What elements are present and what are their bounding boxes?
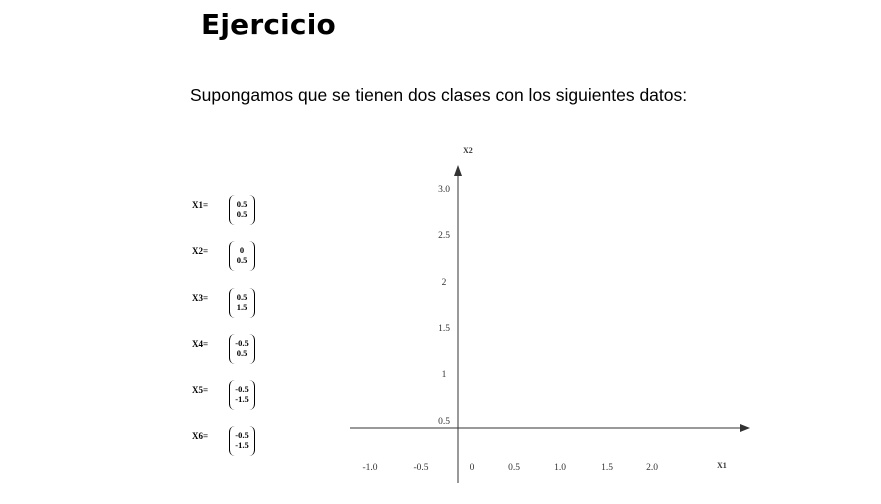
y-tick-label: 3.0 xyxy=(438,185,450,195)
vector-x4: X4= -0.5 0.5 xyxy=(0,334,270,373)
vector-value-bottom: 0.5 xyxy=(236,348,248,358)
y-axis-title: X2 xyxy=(463,146,473,155)
x-tick-label: -1.0 xyxy=(362,463,377,473)
x-tick-label: -0.5 xyxy=(413,463,428,473)
vector-value-bottom: -1.5 xyxy=(235,394,249,404)
slide-subtitle: Supongamos que se tienen dos clases con … xyxy=(190,85,688,105)
vector-value-top: -0.5 xyxy=(235,384,249,394)
vector-value-top: 0 xyxy=(239,245,245,255)
column-vector: 0 0.5 xyxy=(229,241,255,271)
vector-x1: X1= 0.5 0.5 xyxy=(0,195,270,234)
x-tick-label: 1.0 xyxy=(554,463,566,473)
tick-labels: -1.0 -0.5 0 0.5 1.0 1.5 2.0 3.0 2.5 2 1.5 1 0.5 xyxy=(362,185,658,473)
vector-label: X3= xyxy=(192,293,209,303)
axes xyxy=(350,165,750,483)
column-vector: 0.5 1.5 xyxy=(229,288,255,318)
vector-value-bottom: 0.5 xyxy=(236,209,248,219)
axis-titles: X2 X1 xyxy=(463,146,727,470)
vector-value-bottom: 1.5 xyxy=(236,302,248,312)
vector-value-top: -0.5 xyxy=(235,338,249,348)
x-axis-arrow xyxy=(740,424,750,432)
vector-label: X5= xyxy=(192,385,209,395)
slide-title: Ejercicio xyxy=(201,8,336,41)
x-tick-label: 0 xyxy=(470,463,475,473)
vector-value-bottom: 0.5 xyxy=(236,255,248,265)
vector-value-top: -0.5 xyxy=(235,430,249,440)
vector-label: X4= xyxy=(192,339,209,349)
vector-value-top: 0.5 xyxy=(236,199,248,209)
column-vector: -0.5 -1.5 xyxy=(229,380,255,410)
vector-x3: X3= 0.5 1.5 xyxy=(0,288,270,327)
y-axis-arrow xyxy=(454,165,462,176)
vector-label: X6= xyxy=(192,431,209,441)
vector-x5: X5= -0.5 -1.5 xyxy=(0,380,270,419)
vector-value-bottom: -1.5 xyxy=(235,440,249,450)
column-vector: 0.5 0.5 xyxy=(229,195,255,225)
vector-x6: X6= -0.5 -1.5 xyxy=(0,426,270,465)
vector-label: X2= xyxy=(192,246,209,256)
x-tick-label: 1.5 xyxy=(601,463,613,473)
y-tick-label: 1 xyxy=(442,370,447,380)
y-tick-label: 1.5 xyxy=(438,324,450,334)
column-vector: -0.5 -1.5 xyxy=(229,426,255,456)
x-tick-label: 0.5 xyxy=(508,463,520,473)
x-tick-label: 2.0 xyxy=(646,463,658,473)
vector-x2: X2= 0 0.5 xyxy=(0,241,270,280)
y-tick-label: 2 xyxy=(442,278,447,288)
x-axis-title: X1 xyxy=(717,461,727,470)
y-tick-label: 0.5 xyxy=(438,417,450,427)
vector-label: X1= xyxy=(192,200,209,210)
vector-value-top: 0.5 xyxy=(236,292,248,302)
column-vector: -0.5 0.5 xyxy=(229,334,255,364)
y-tick-label: 2.5 xyxy=(438,231,450,241)
